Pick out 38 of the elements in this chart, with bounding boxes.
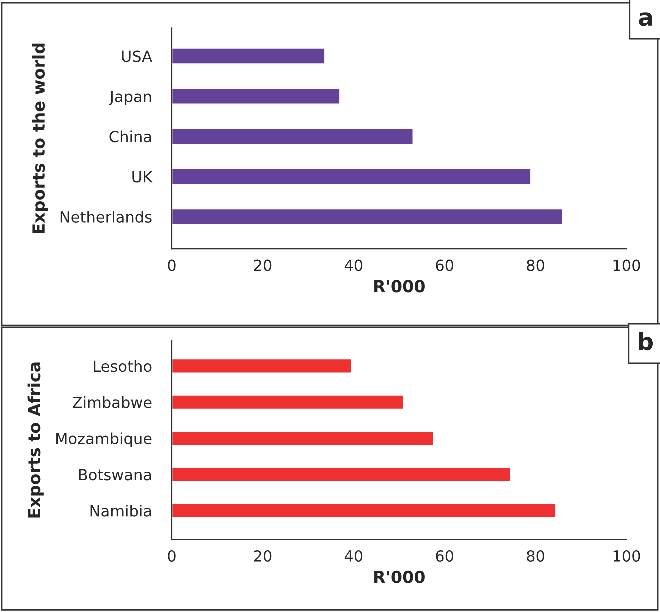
x-tick-label: 100 bbox=[614, 550, 640, 562]
y-tick-label: Lesotho bbox=[94, 360, 152, 372]
bar bbox=[172, 358, 353, 374]
bar bbox=[172, 48, 326, 65]
x-tick-label: 0 bbox=[168, 550, 176, 562]
y-tick-label: Netherlands bbox=[60, 211, 152, 223]
x-tick-label: 60 bbox=[436, 260, 454, 272]
y-tick-label: Namibia bbox=[90, 505, 152, 517]
bar bbox=[172, 430, 435, 446]
x-tick-label: 80 bbox=[527, 260, 544, 272]
bar bbox=[172, 88, 341, 106]
x-axis-title: R'000 bbox=[374, 280, 425, 293]
x-tick-label: 20 bbox=[254, 260, 272, 272]
x-tick-label: 80 bbox=[527, 550, 544, 562]
y-tick-label: Botswana bbox=[79, 469, 152, 481]
x-tick-label: 40 bbox=[344, 260, 363, 272]
bar bbox=[172, 502, 557, 519]
bar bbox=[172, 168, 532, 186]
text: a bbox=[639, 12, 652, 26]
x-tick-label: 60 bbox=[436, 550, 454, 562]
y-tick-label: Mozambique bbox=[56, 432, 152, 448]
y-tick-label: USA bbox=[122, 50, 152, 62]
x-axis-title: R'000 bbox=[374, 570, 425, 584]
text: b bbox=[639, 332, 653, 351]
y-axis-title: Exports to the world bbox=[32, 44, 48, 234]
y-tick-label: China bbox=[110, 130, 152, 143]
bar bbox=[172, 128, 414, 146]
y-tick-label: UK bbox=[132, 171, 153, 183]
x-tick-label: 40 bbox=[344, 550, 363, 562]
y-tick-label: Zimbabwe bbox=[72, 396, 152, 408]
bar bbox=[172, 394, 405, 410]
bar bbox=[172, 466, 512, 483]
y-tick-label: Japan bbox=[109, 91, 152, 106]
x-tick-label: 0 bbox=[168, 260, 176, 272]
bar bbox=[172, 208, 564, 226]
x-tick-label: 20 bbox=[254, 550, 272, 562]
y-axis-title: Exports to Africa bbox=[28, 362, 44, 518]
x-tick-label: 100 bbox=[614, 260, 640, 272]
